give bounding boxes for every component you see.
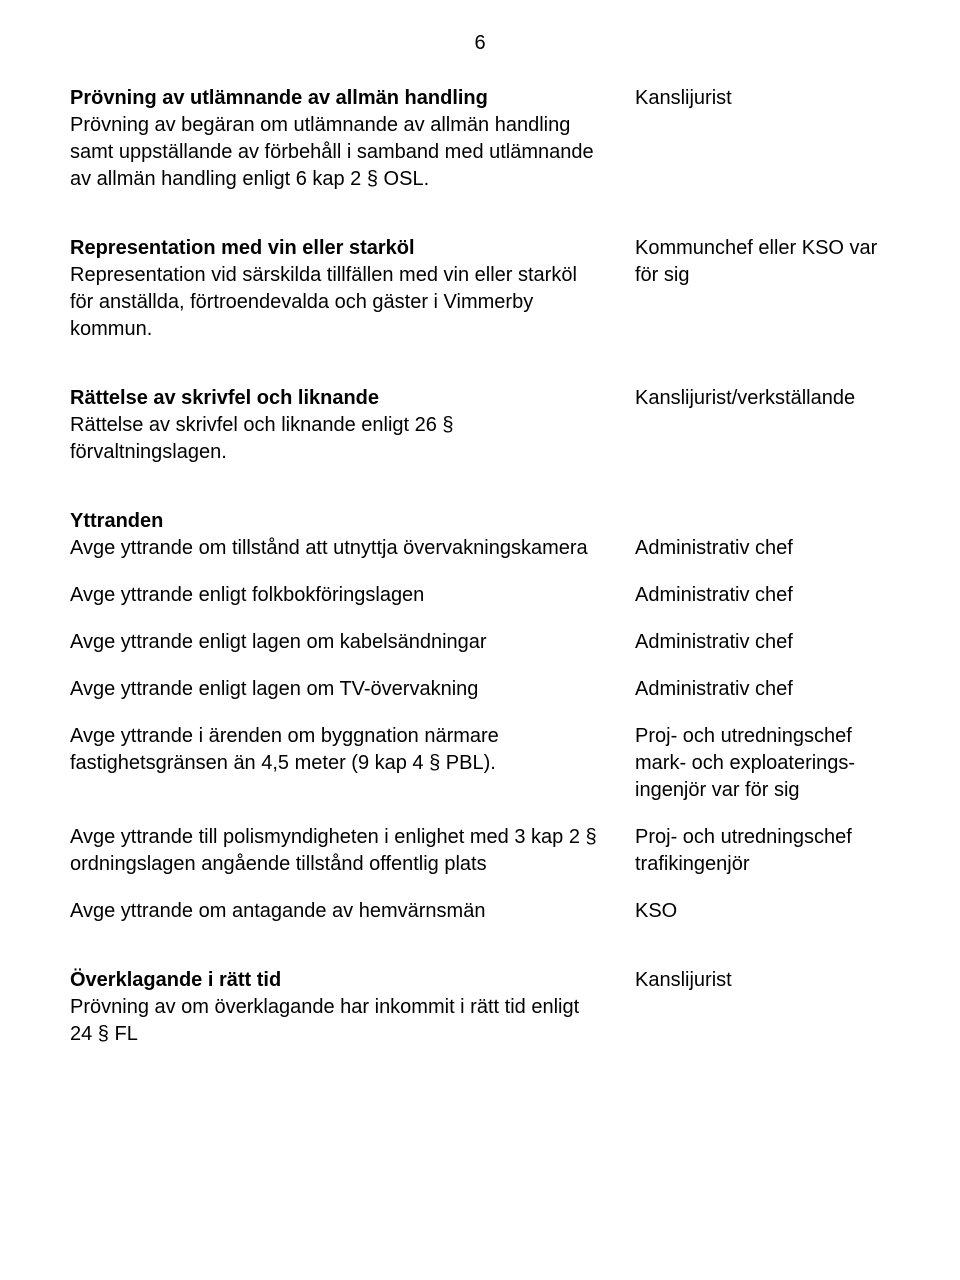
right-rattelse: Kanslijurist/verkställande bbox=[635, 385, 890, 412]
section-rattelse: Rättelse av skrivfel och liknande Rättel… bbox=[70, 385, 890, 466]
yttranden-item-right: Administrativ chef bbox=[635, 629, 890, 656]
body-provning: Prövning av begäran om utlämnande av all… bbox=[70, 112, 600, 193]
section-representation: Representation med vin eller starköl Rep… bbox=[70, 235, 890, 343]
yttranden-item-left: Avge yttrande enligt folkbokföringslagen bbox=[70, 582, 600, 609]
yttranden-item-right: Administrativ chef bbox=[635, 535, 890, 562]
right-provning: Kanslijurist bbox=[635, 85, 890, 112]
heading-yttranden: Yttranden bbox=[70, 508, 890, 535]
heading-rattelse: Rättelse av skrivfel och liknande bbox=[70, 385, 600, 412]
body-overklagande: Prövning av om överklagande har inkommit… bbox=[70, 994, 600, 1048]
yttranden-item-left: Avge yttrande enligt lagen om TV-övervak… bbox=[70, 676, 600, 703]
body-rattelse: Rättelse av skrivfel och liknande enligt… bbox=[70, 412, 600, 466]
yttranden-item-left: Avge yttrande om tillstånd att utnyttja … bbox=[70, 535, 600, 562]
heading-provning: Prövning av utlämnande av allmän handlin… bbox=[70, 85, 600, 112]
body-representation: Representation vid särskilda tillfällen … bbox=[70, 262, 600, 343]
heading-overklagande: Överklagande i rätt tid bbox=[70, 967, 600, 994]
yttranden-item-left: Avge yttrande till polismyndigheten i en… bbox=[70, 824, 600, 878]
section-provning: Prövning av utlämnande av allmän handlin… bbox=[70, 85, 890, 193]
section-yttranden: Yttranden Avge yttrande om tillstånd att… bbox=[70, 508, 890, 925]
yttranden-item-right: Administrativ chef bbox=[635, 676, 890, 703]
yttranden-item-left: Avge yttrande i ärenden om byggnation nä… bbox=[70, 723, 600, 777]
yttranden-item-left: Avge yttrande om antagande av hemvärnsmä… bbox=[70, 898, 600, 925]
yttranden-item-right: Proj- och utredningschef trafikingenjör bbox=[635, 824, 890, 878]
yttranden-item-right: KSO bbox=[635, 898, 890, 925]
yttranden-item-right: Proj- och utredningschef mark- och explo… bbox=[635, 723, 890, 804]
section-overklagande: Överklagande i rätt tid Prövning av om ö… bbox=[70, 967, 890, 1048]
right-overklagande: Kanslijurist bbox=[635, 967, 890, 994]
heading-representation: Representation med vin eller starköl bbox=[70, 235, 600, 262]
right-representation: Kommunchef eller KSO var för sig bbox=[635, 235, 890, 289]
yttranden-item-right: Administrativ chef bbox=[635, 582, 890, 609]
page-number: 6 bbox=[70, 30, 890, 57]
yttranden-item-left: Avge yttrande enligt lagen om kabelsändn… bbox=[70, 629, 600, 656]
